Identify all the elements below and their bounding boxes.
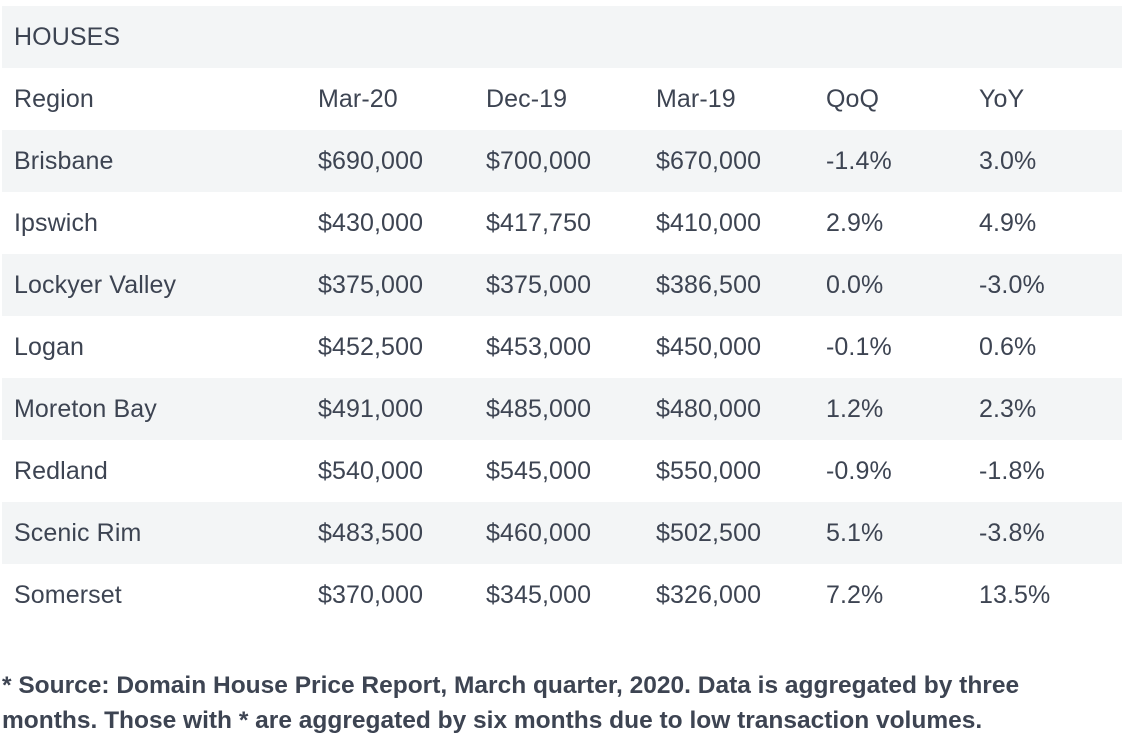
cell-mar-20: $430,000 bbox=[318, 209, 424, 237]
table-title-row: HOUSES bbox=[2, 6, 1122, 68]
cell-yoy: 0.6% bbox=[979, 333, 1037, 361]
header-mar-20: Mar-20 bbox=[318, 85, 398, 113]
cell-qoq: 0.0% bbox=[826, 271, 884, 299]
cell-qoq: 7.2% bbox=[826, 581, 884, 609]
table-row: Scenic Rim $483,500 $460,000 $502,500 5.… bbox=[2, 502, 1122, 564]
table-row: Ipswich $430,000 $417,750 $410,000 2.9% … bbox=[2, 192, 1122, 254]
cell-dec-19: $545,000 bbox=[486, 457, 592, 485]
cell-dec-19: $700,000 bbox=[486, 147, 592, 175]
cell-mar-20: $370,000 bbox=[318, 581, 424, 609]
cell-region: Logan bbox=[14, 333, 85, 361]
cell-mar-19: $502,500 bbox=[656, 519, 762, 547]
table-row: Moreton Bay $491,000 $485,000 $480,000 1… bbox=[2, 378, 1122, 440]
header-mar-19: Mar-19 bbox=[656, 85, 736, 113]
cell-yoy: -3.8% bbox=[979, 519, 1045, 547]
table-header-row: Region Mar-20 Dec-19 Mar-19 QoQ YoY bbox=[2, 68, 1122, 130]
cell-qoq: -0.1% bbox=[826, 333, 892, 361]
cell-mar-20: $540,000 bbox=[318, 457, 424, 485]
cell-region: Redland bbox=[14, 457, 108, 485]
cell-qoq: -1.4% bbox=[826, 147, 892, 175]
table-row: Lockyer Valley $375,000 $375,000 $386,50… bbox=[2, 254, 1122, 316]
cell-mar-19: $480,000 bbox=[656, 395, 762, 423]
cell-qoq: 5.1% bbox=[826, 519, 884, 547]
header-yoy: YoY bbox=[979, 85, 1025, 113]
cell-yoy: 3.0% bbox=[979, 147, 1037, 175]
cell-mar-19: $550,000 bbox=[656, 457, 762, 485]
cell-yoy: 2.3% bbox=[979, 395, 1037, 423]
cell-qoq: -0.9% bbox=[826, 457, 892, 485]
cell-region: Somerset bbox=[14, 581, 122, 609]
cell-region: Brisbane bbox=[14, 147, 114, 175]
table-row: Brisbane $690,000 $700,000 $670,000 -1.4… bbox=[2, 130, 1122, 192]
cell-mar-19: $386,500 bbox=[656, 271, 762, 299]
cell-mar-19: $670,000 bbox=[656, 147, 762, 175]
cell-mar-20: $491,000 bbox=[318, 395, 424, 423]
cell-mar-19: $326,000 bbox=[656, 581, 762, 609]
cell-mar-20: $690,000 bbox=[318, 147, 424, 175]
cell-mar-19: $450,000 bbox=[656, 333, 762, 361]
cell-mar-20: $375,000 bbox=[318, 271, 424, 299]
cell-mar-20: $483,500 bbox=[318, 519, 424, 547]
cell-dec-19: $485,000 bbox=[486, 395, 592, 423]
cell-qoq: 1.2% bbox=[826, 395, 884, 423]
cell-qoq: 2.9% bbox=[826, 209, 884, 237]
cell-yoy: 13.5% bbox=[979, 581, 1051, 609]
houses-price-table: HOUSES Region Mar-20 Dec-19 Mar-19 QoQ Y… bbox=[2, 6, 1122, 626]
cell-dec-19: $460,000 bbox=[486, 519, 592, 547]
header-qoq: QoQ bbox=[826, 85, 880, 113]
source-footnote: * Source: Domain House Price Report, Mar… bbox=[2, 672, 1020, 734]
cell-mar-19: $410,000 bbox=[656, 209, 762, 237]
table-row: Redland $540,000 $545,000 $550,000 -0.9%… bbox=[2, 440, 1122, 502]
table-row: Somerset $370,000 $345,000 $326,000 7.2%… bbox=[2, 564, 1122, 626]
cell-dec-19: $417,750 bbox=[486, 209, 592, 237]
cell-region: Lockyer Valley bbox=[14, 271, 177, 299]
cell-dec-19: $453,000 bbox=[486, 333, 592, 361]
header-region: Region bbox=[14, 85, 94, 113]
cell-region: Moreton Bay bbox=[14, 395, 157, 423]
cell-dec-19: $375,000 bbox=[486, 271, 592, 299]
cell-dec-19: $345,000 bbox=[486, 581, 592, 609]
header-dec-19: Dec-19 bbox=[486, 85, 568, 113]
table-row: Logan $452,500 $453,000 $450,000 -0.1% 0… bbox=[2, 316, 1122, 378]
cell-mar-20: $452,500 bbox=[318, 333, 424, 361]
cell-region: Scenic Rim bbox=[14, 519, 142, 547]
cell-yoy: -3.0% bbox=[979, 271, 1045, 299]
cell-region: Ipswich bbox=[14, 209, 99, 237]
cell-yoy: 4.9% bbox=[979, 209, 1037, 237]
cell-yoy: -1.8% bbox=[979, 457, 1045, 485]
table-title: HOUSES bbox=[14, 23, 121, 51]
